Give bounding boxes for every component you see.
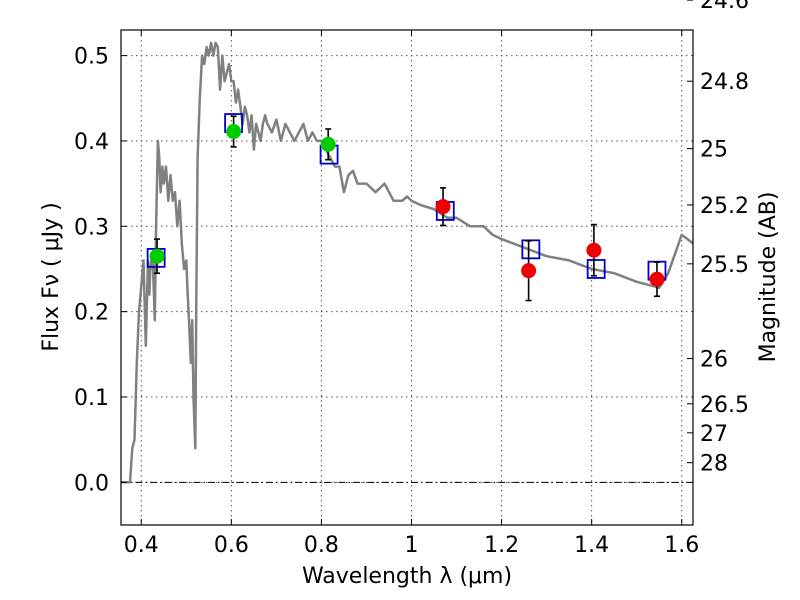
right-tick-label: 25.2 [700,194,749,219]
x-axis-ticks: 0.4 0.6 0.8 1 1.2 1.4 1.6 [124,30,699,558]
y-tick-label: 0.1 [74,386,109,411]
series-layer [121,41,694,484]
right-tick-label: 28 [700,452,728,477]
plot-area [121,30,693,525]
x-tick-label: 0.6 [214,533,249,558]
x-axis-label: Wavelength λ (μm) [302,564,512,589]
x-tick-label: 0.4 [124,533,159,558]
right-tick-label: 25.5 [700,253,749,278]
photometry-point [226,124,242,140]
x-tick-label: 1.6 [664,533,699,558]
photometry-point [586,242,602,258]
photometry-point [435,199,451,215]
photometry-point [649,271,665,287]
y-axis-label: Flux Fν ( μJy ) [39,202,64,351]
right-tick-label: 25 [700,138,728,163]
template-spectrum-line [121,41,694,484]
plot-frame [120,29,694,526]
right-tick-label: 24.8 [700,70,749,95]
right-tick-label: 26 [700,348,728,373]
right-tick-label: 26.5 [700,393,749,418]
x-tick-label: 1.4 [574,533,609,558]
photometry-point [149,248,165,264]
model-flux-box [586,259,606,279]
photometry-point [521,263,537,279]
right-tick-label: 24.6 [700,0,749,14]
y-axis-ticks: 0.0 0.1 0.2 0.3 0.4 0.5 [74,45,127,496]
photometry-point [320,136,336,152]
right-tick-label: 27 [700,422,728,447]
y-tick-label: 0.0 [74,471,109,496]
right-axis-ticks: 24.6 24.8 25 25.2 25.5 26 26.5 27 28 [687,0,749,477]
x-tick-label: 1.2 [484,533,519,558]
y-tick-label: 0.4 [74,130,109,155]
y-tick-label: 0.3 [74,215,109,240]
x-tick-label: 0.8 [304,533,339,558]
y-tick-label: 0.2 [74,301,109,326]
x-tick-label: 1 [405,533,419,558]
right-axis-label: Magnitude (AB) [756,192,781,363]
y-tick-label: 0.5 [74,45,109,70]
